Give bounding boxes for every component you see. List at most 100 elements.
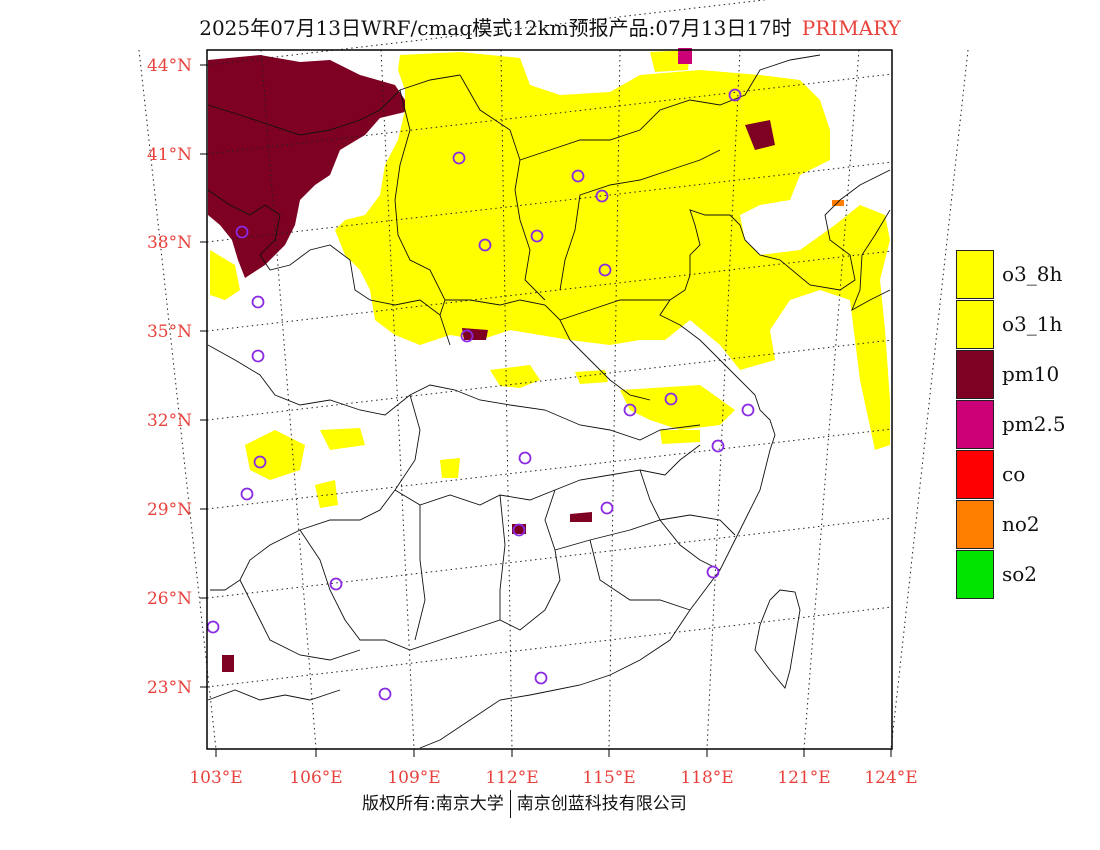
station-marker <box>378 687 392 701</box>
boundary-21 <box>559 194 581 291</box>
boundary-3 <box>394 444 701 506</box>
station-marker <box>206 620 220 634</box>
latitude-gridline <box>206 606 893 688</box>
boundary-17 <box>519 54 821 161</box>
o3-area-patch-a <box>490 365 540 388</box>
copyright-company: 南京创蓝科技有限公司 <box>516 794 687 814</box>
legend-swatch <box>956 350 994 399</box>
legend-swatch <box>956 450 994 499</box>
korea-outline <box>851 209 891 312</box>
longitude-labels: 103°E 106°E 109°E 112°E 115°E 118°E 121°E 124°E <box>189 768 917 788</box>
boundary-16 <box>459 74 546 301</box>
pm2.5-patch-gansu <box>678 48 692 64</box>
station-marker <box>235 225 249 239</box>
legend-label: no2 <box>1002 512 1040 536</box>
lat-label: 44°N <box>147 56 192 76</box>
lon-label: 103°E <box>189 768 242 788</box>
pollutant-field-layer <box>208 48 890 672</box>
monitoring-stations <box>206 88 755 701</box>
legend-swatch <box>956 250 994 299</box>
lon-label: 121°E <box>777 768 830 788</box>
o3-area-east-central <box>620 385 735 430</box>
lon-label: 124°E <box>864 768 917 788</box>
footer-divider <box>509 790 511 818</box>
lon-label: 109°E <box>387 768 440 788</box>
pm10-patch-liaoning <box>745 120 775 150</box>
boundary-14 <box>394 89 446 316</box>
station-marker <box>452 151 466 165</box>
station-marker <box>706 565 720 579</box>
latitude-gridline <box>206 0 769 66</box>
coastline-east <box>419 169 891 749</box>
boundary-13 <box>207 74 461 136</box>
longitude-gridline <box>890 49 969 750</box>
title-text: 2025年07月13日WRF/cmaq模式12km预报产品:07月13日17时 <box>199 16 792 40</box>
station-marker <box>253 455 267 469</box>
boundary-9 <box>589 539 691 611</box>
copyright-footer: 版权所有:南京大学 南京创蓝科技有限公司 <box>362 789 687 818</box>
o3-area-north-china <box>335 52 890 450</box>
station-marker <box>518 451 532 465</box>
lat-label: 38°N <box>147 233 192 253</box>
boundary-20 <box>579 149 721 196</box>
pm10-patch-jiangxi <box>570 512 592 522</box>
station-marker <box>460 329 474 343</box>
legend-label: o3_8h <box>1002 262 1063 286</box>
legend-label: o3_1h <box>1002 312 1063 336</box>
station-marker <box>251 295 265 309</box>
lon-label: 118°E <box>680 768 733 788</box>
station-marker <box>534 671 548 685</box>
station-marker <box>664 392 678 406</box>
station-marker <box>598 263 612 277</box>
legend-label: co <box>1002 462 1026 486</box>
lon-label: 106°E <box>289 768 342 788</box>
o3-area-patch-f <box>440 458 460 478</box>
legend-swatch <box>956 500 994 549</box>
lat-label: 32°N <box>147 411 192 431</box>
station-marker <box>571 169 585 183</box>
graticule <box>138 0 969 750</box>
longitude-gridline <box>803 49 860 750</box>
longitude-gridline <box>138 49 217 750</box>
boundary-10 <box>239 579 361 661</box>
legend-label: pm10 <box>1002 362 1060 386</box>
latitude-gridline <box>206 517 893 599</box>
station-marker <box>530 229 544 243</box>
legend-swatch <box>956 400 994 449</box>
legend-swatch <box>956 300 994 349</box>
lat-label: 26°N <box>147 589 192 609</box>
legend-label: so2 <box>1002 562 1038 586</box>
no2-patch-liaoning <box>832 200 844 206</box>
copyright-owner: 版权所有:南京大学 <box>362 794 504 814</box>
station-marker <box>595 189 609 203</box>
latitude-gridline <box>206 428 893 510</box>
station-marker <box>741 403 755 417</box>
station-marker <box>623 403 637 417</box>
lat-label: 23°N <box>147 678 192 698</box>
title-primary-tag: PRIMARY <box>801 16 901 40</box>
station-marker <box>711 439 725 453</box>
o3-area-patch-b <box>575 370 608 384</box>
o3-area-patch-g <box>660 430 700 444</box>
legend-label: pm2.5 <box>1002 412 1066 436</box>
lat-label: 29°N <box>147 500 192 520</box>
station-marker <box>512 523 526 537</box>
pm10-area-northwest <box>208 55 405 278</box>
latitude-labels: 44°N 41°N 38°N 35°N 32°N 29°N 26°N 23°N <box>147 56 192 698</box>
lon-label: 115°E <box>582 768 635 788</box>
o3-area-patch-e <box>315 480 338 508</box>
boundary-1 <box>207 344 701 441</box>
o3-area-patch-d <box>210 250 240 300</box>
station-marker <box>240 487 254 501</box>
map-frame <box>206 49 893 750</box>
pm10-patch-yunnan <box>222 655 234 672</box>
boundary-12 <box>207 189 451 346</box>
lon-label: 112°E <box>485 768 538 788</box>
legend-swatch <box>956 550 994 599</box>
boundary-7 <box>499 494 506 620</box>
station-marker <box>478 238 492 252</box>
latitude-gridline <box>206 339 893 421</box>
taiwan-outline <box>754 589 801 689</box>
station-marker <box>728 88 742 102</box>
